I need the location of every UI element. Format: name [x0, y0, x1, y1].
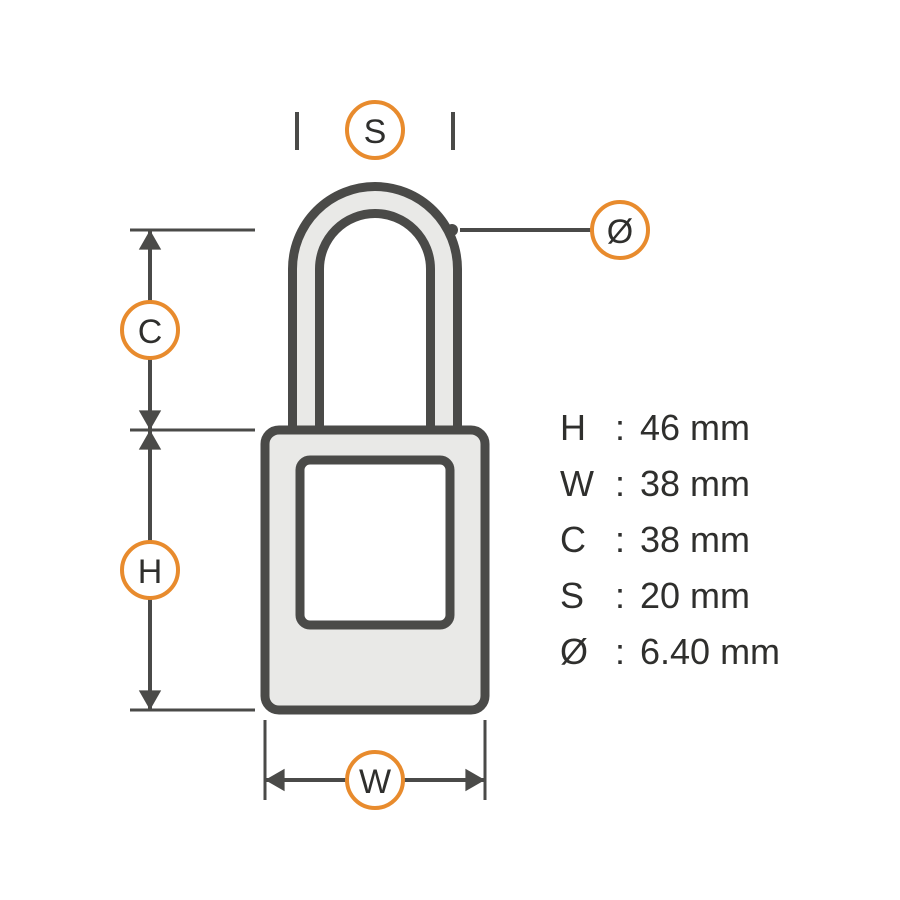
- spec-label-diameter: Ø: [560, 631, 588, 672]
- spec-label-C: C: [560, 519, 586, 560]
- spec-value-H: 46 mm: [640, 407, 750, 448]
- dim-s-letter: S: [364, 113, 387, 151]
- padlock-dimension-svg: SØCHWH:46 mmW:38 mmC:38 mmS:20 mmØ:6.40 …: [0, 0, 900, 900]
- spec-colon: :: [615, 575, 625, 616]
- dim-h-letter: H: [138, 553, 163, 591]
- spec-label-W: W: [560, 463, 594, 504]
- spec-label-H: H: [560, 407, 586, 448]
- spec-value-W: 38 mm: [640, 463, 750, 504]
- diagram-canvas: SØCHWH:46 mmW:38 mmC:38 mmS:20 mmØ:6.40 …: [0, 0, 900, 900]
- spec-colon: :: [615, 631, 625, 672]
- spec-colon: :: [615, 519, 625, 560]
- spec-label-S: S: [560, 575, 584, 616]
- shackle-outline: [306, 200, 444, 430]
- padlock-panel: [300, 460, 450, 625]
- dim-w-letter: W: [359, 763, 391, 801]
- dim-diameter-dot: [446, 224, 458, 236]
- spec-colon: :: [615, 407, 625, 448]
- spec-value-S: 20 mm: [640, 575, 750, 616]
- dim-diameter-letter: Ø: [607, 213, 633, 251]
- dim-c-letter: C: [138, 313, 163, 351]
- spec-colon: :: [615, 463, 625, 504]
- spec-value-diameter: 6.40 mm: [640, 631, 780, 672]
- spec-value-C: 38 mm: [640, 519, 750, 560]
